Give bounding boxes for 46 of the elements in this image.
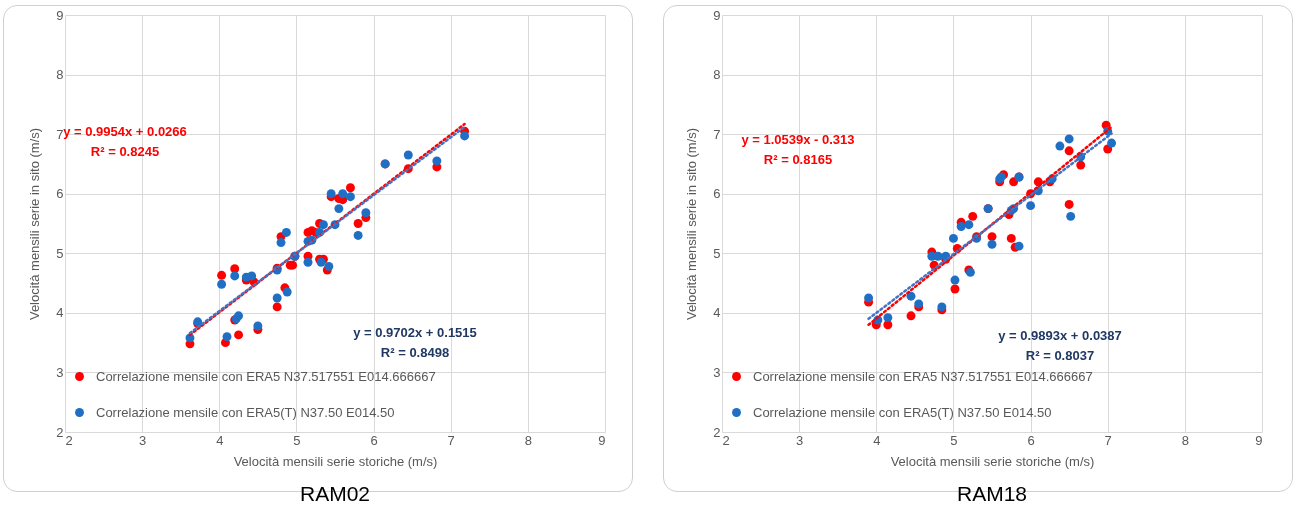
y-axis-title: Velocità mensili serie in sito (m/s) — [684, 127, 700, 321]
x-tick-label: 5 — [950, 432, 958, 448]
x-tick-label: 4 — [873, 432, 881, 448]
legend-label: Correlazione mensile con ERA5 N37.517551 E014.666667 — [753, 368, 1093, 384]
y-tick-label: 6 — [56, 186, 64, 202]
x-tick-label: 8 — [1181, 432, 1189, 448]
y-tick-label: 4 — [56, 305, 64, 321]
x-tick-label: 3 — [796, 432, 804, 448]
y-tick-label: 4 — [713, 305, 721, 321]
y-tick-label: 3 — [713, 364, 721, 380]
x-tick-label: 4 — [216, 432, 224, 448]
annotation: R² = 0.8165 — [763, 152, 833, 167]
text: RAM18 — [956, 482, 1028, 505]
x-tick-label: 7 — [447, 432, 455, 448]
x-axis-title: Velocità mensili serie storiche (m/s) — [890, 453, 1095, 469]
y-tick-label: 9 — [56, 7, 64, 23]
annotation: y = 0.9954x + 0.0266 — [63, 124, 187, 139]
y-tick-label: 7 — [713, 126, 721, 142]
x-tick-label: 6 — [1027, 432, 1035, 448]
x-tick-label: 3 — [139, 432, 147, 448]
x-tick-label: 7 — [1104, 432, 1112, 448]
annotation: R² = 0.8037 — [1025, 348, 1095, 363]
y-tick-label: 5 — [713, 245, 721, 261]
annotation: y = 0.9702x + 0.1515 — [353, 325, 477, 340]
annotation: R² = 0.8245 — [90, 144, 160, 159]
annotation: R² = 0.8498 — [380, 345, 450, 360]
legend-label: Correlazione mensile con ERA5(T) N37.50 E014.50 — [753, 404, 1052, 420]
x-tick-label: 6 — [370, 432, 378, 448]
x-tick-label: 8 — [524, 432, 532, 448]
y-axis-title: Velocità mensili serie in sito (m/s) — [27, 127, 43, 321]
y-tick-label: 6 — [713, 186, 721, 202]
annotation: y = 1.0539x - 0.313 — [741, 132, 855, 147]
x-axis-title: Velocità mensili serie storiche (m/s) — [233, 453, 438, 469]
x-tick-label: 5 — [293, 432, 301, 448]
y-tick-label: 5 — [56, 245, 64, 261]
y-tick-label: 3 — [56, 364, 64, 380]
annotation: y = 0.9893x + 0.0387 — [998, 328, 1122, 343]
x-tick-label: 9 — [1255, 432, 1263, 448]
y-tick-label: 8 — [713, 67, 721, 83]
x-tick-label: 9 — [598, 432, 606, 448]
y-tick-label: 8 — [56, 67, 64, 83]
legend-label: Correlazione mensile con ERA5 N37.517551 E014.666667 — [96, 368, 436, 384]
text: RAM02 — [299, 482, 371, 505]
y-tick-label: 9 — [713, 7, 721, 23]
legend-label: Correlazione mensile con ERA5(T) N37.50 E014.50 — [96, 404, 395, 420]
y-tick-label: 7 — [56, 126, 64, 142]
